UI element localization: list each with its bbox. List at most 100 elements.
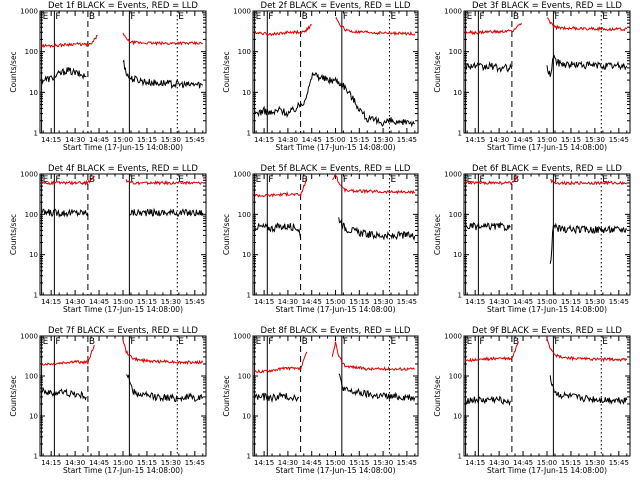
marker-label: E	[256, 12, 262, 22]
x-tick-label: 15:30	[373, 459, 393, 467]
x-tick-label: 15:45	[185, 459, 205, 467]
x-tick-label: 15:15	[561, 136, 581, 144]
marker-label: E	[467, 175, 473, 185]
x-tick-label: 15:45	[397, 459, 417, 467]
marker-label: F	[130, 12, 135, 22]
y-tick-label: 100	[238, 48, 251, 56]
panel-title: Det 2f BLACK = Events, RED = LLD	[261, 1, 411, 11]
y-axis-label: Counts/sec	[222, 375, 231, 416]
marker-label: E	[43, 337, 49, 347]
panel-det-5: Det 5f BLACK = Events, RED = LLD 1 10 100 10…	[222, 164, 419, 314]
marker-label: F	[130, 175, 135, 185]
y-tick-label: 1000	[444, 333, 462, 341]
x-tick-label: 14:15	[254, 298, 274, 306]
y-tick-label: 10	[453, 251, 462, 259]
y-tick-label: 1000	[233, 171, 251, 179]
marker-label: F	[268, 175, 273, 185]
y-tick-label: 10	[453, 89, 462, 97]
panel-det-4: Det 4f BLACK = Events, RED = LLD 1 10 100 10…	[9, 164, 207, 314]
marker-label: E	[256, 337, 262, 347]
x-tick-label: 14:45	[89, 136, 109, 144]
series-line-events	[41, 374, 204, 403]
x-tick-label: 14:15	[41, 298, 61, 306]
x-tick-label: 15:00	[325, 298, 345, 306]
marker-label: F	[130, 337, 135, 347]
marker-label: B	[89, 12, 95, 22]
x-tick-label: 14:45	[89, 459, 109, 467]
marker-label: B	[513, 12, 519, 22]
y-tick-label: 1000	[233, 333, 251, 341]
y-axis-label: Counts/sec	[433, 51, 442, 92]
x-tick-label: 15:30	[585, 298, 605, 306]
marker-label: B	[302, 175, 308, 185]
y-tick-label: 100	[25, 211, 38, 219]
x-tick-label: 14:45	[513, 298, 533, 306]
x-tick-label: 15:45	[397, 136, 417, 144]
panel-title: Det 9f BLACK = Events, RED = LLD	[472, 326, 622, 336]
series-line-events	[254, 373, 416, 404]
y-tick-label: 1000	[20, 333, 38, 341]
series-line-lld	[465, 175, 628, 186]
series-line-events	[41, 207, 204, 218]
x-tick-label: 15:00	[537, 298, 557, 306]
x-axis-label: Start Time (17-Jun-15 14:08:00)	[487, 143, 607, 152]
panel-title: Det 5f BLACK = Events, RED = LLD	[261, 164, 411, 174]
plot-frame	[463, 335, 631, 457]
x-axis-label: Start Time (17-Jun-15 14:08:00)	[63, 143, 183, 152]
y-tick-label: 10	[242, 413, 251, 421]
marker-label: B	[302, 12, 308, 22]
marker-label: E	[178, 12, 184, 22]
x-tick-label: 15:15	[137, 459, 157, 467]
y-tick-label: 1	[247, 453, 251, 461]
x-tick-label: 15:30	[585, 136, 605, 144]
marker-label: F	[479, 12, 484, 22]
y-tick-label: 1000	[444, 8, 462, 16]
series-line-lld	[254, 174, 416, 198]
panel-title: Det 6f BLACK = Events, RED = LLD	[472, 164, 622, 174]
series-line-lld	[41, 32, 203, 49]
x-axis-label: Start Time (17-Jun-15 14:08:00)	[276, 466, 396, 475]
marker-label: B	[89, 337, 95, 347]
marker-label: F	[479, 337, 484, 347]
panel-det-2: Det 2f BLACK = Events, RED = LLD 1 10 100 10…	[222, 1, 419, 152]
y-tick-label: 1	[458, 453, 462, 461]
panel-det-1: Det 1f BLACK = Events, RED = LLD 1 10 100 10…	[9, 1, 207, 152]
x-tick-label: 14:45	[513, 136, 533, 144]
y-tick-label: 1000	[233, 8, 251, 16]
x-tick-label: 14:45	[89, 298, 109, 306]
y-axis-label: Counts/sec	[9, 214, 18, 255]
x-tick-label: 15:15	[349, 459, 369, 467]
x-tick-label: 14:15	[254, 459, 274, 467]
x-tick-label: 14:30	[278, 459, 298, 467]
marker-label: F	[55, 175, 60, 185]
y-tick-label: 10	[29, 89, 38, 97]
y-tick-label: 1	[34, 453, 38, 461]
plot-frame	[39, 173, 207, 296]
series-line-events	[465, 221, 628, 264]
y-tick-label: 10	[242, 251, 251, 259]
panel-title: Det 3f BLACK = Events, RED = LLD	[472, 1, 622, 11]
x-tick-label: 14:30	[489, 459, 509, 467]
plot-frame	[463, 173, 631, 296]
marker-label: F	[343, 337, 348, 347]
series-line-events	[41, 59, 204, 90]
marker-label: B	[302, 337, 308, 347]
x-tick-label: 14:15	[254, 136, 274, 144]
y-tick-label: 100	[25, 373, 38, 381]
series-line-lld	[465, 17, 628, 36]
x-tick-label: 14:15	[41, 136, 61, 144]
y-axis-label: Counts/sec	[433, 375, 442, 416]
x-tick-label: 14:30	[278, 298, 298, 306]
x-tick-label: 15:15	[561, 459, 581, 467]
marker-label: E	[178, 175, 184, 185]
y-tick-label: 10	[29, 413, 38, 421]
marker-label: B	[513, 175, 519, 185]
marker-label: E	[602, 12, 608, 22]
marker-label: F	[554, 337, 559, 347]
x-tick-label: 15:15	[349, 298, 369, 306]
x-tick-label: 15:00	[537, 459, 557, 467]
x-axis-label: Start Time (17-Jun-15 14:08:00)	[276, 305, 396, 314]
x-tick-label: 15:30	[373, 298, 393, 306]
x-axis-label: Start Time (17-Jun-15 14:08:00)	[63, 466, 183, 475]
